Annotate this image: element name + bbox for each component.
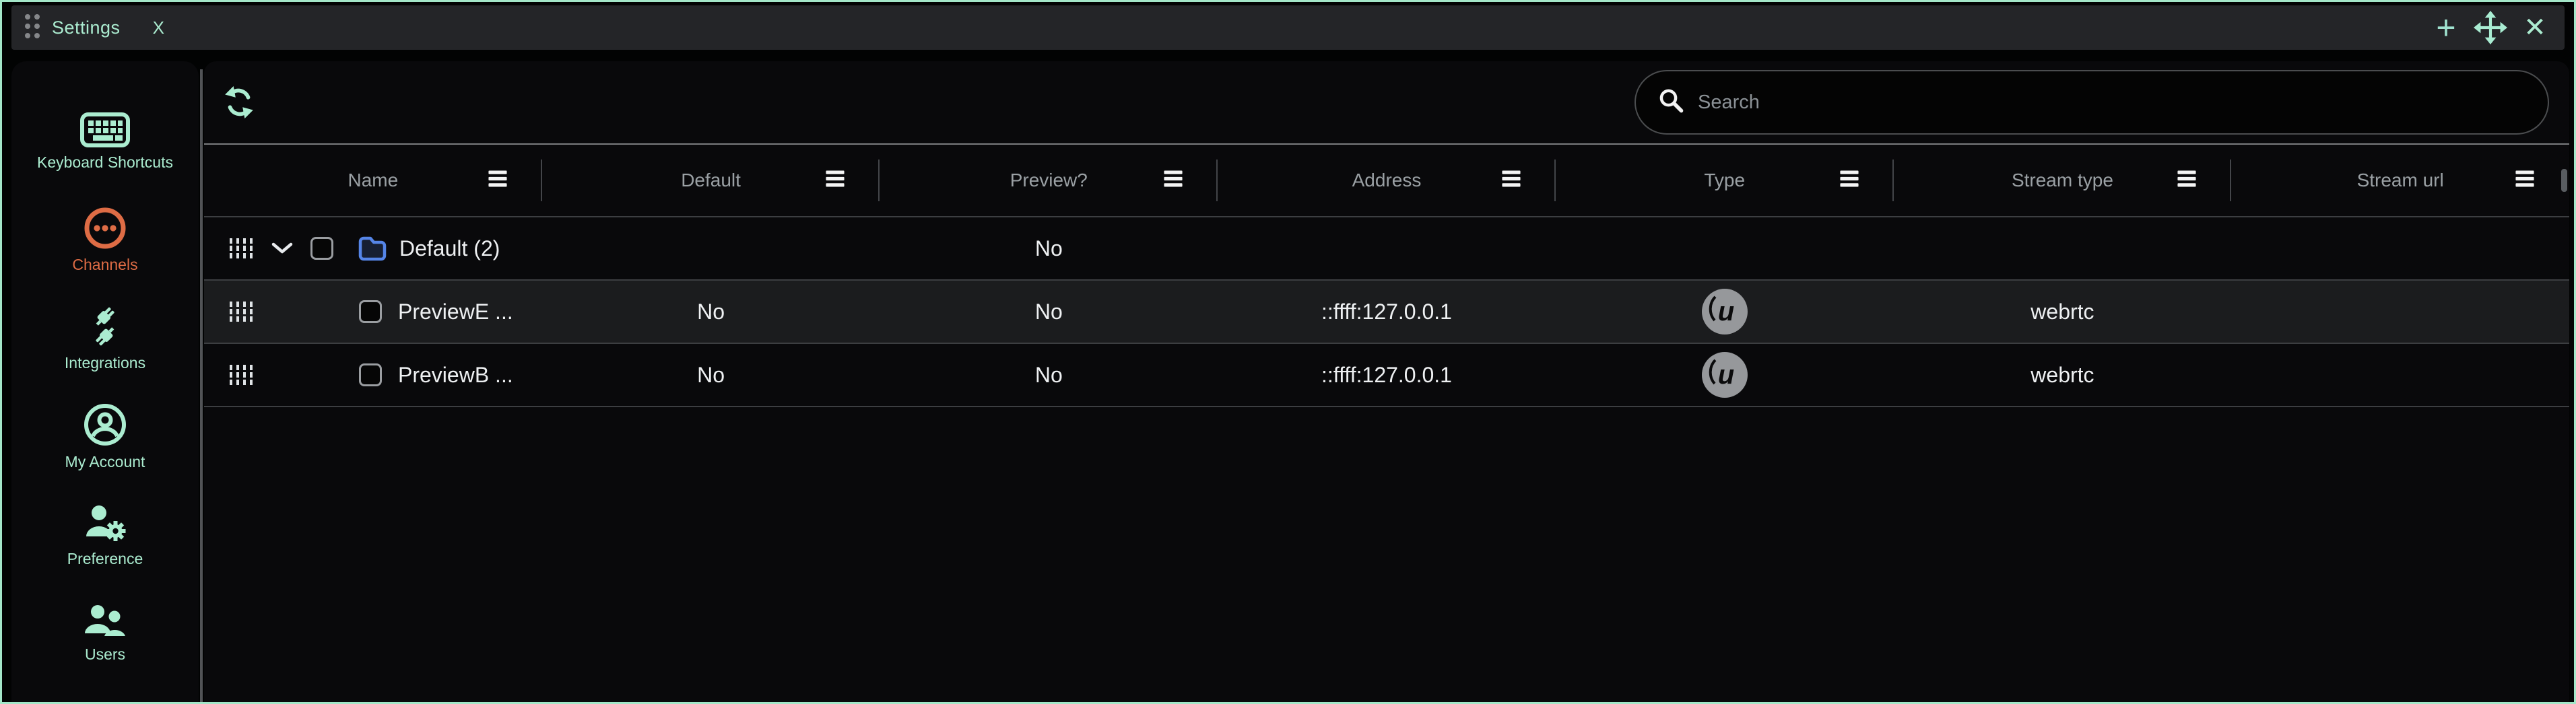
add-button[interactable]: + (2436, 9, 2456, 46)
table-row-previewb[interactable]: PreviewB ... No No ::ffff:127.0.0.1 u we… (204, 344, 2569, 407)
column-menu-icon[interactable] (1164, 170, 1183, 190)
cell-stream-type (1894, 217, 2232, 279)
sidebar-item-channels[interactable]: Channels (11, 190, 199, 289)
preference-gear-icon (81, 501, 129, 544)
toolbar (204, 61, 2569, 143)
unreal-engine-icon: u (1701, 288, 1748, 335)
sidebar-item-label: Channels (72, 255, 138, 273)
cell-default: No (697, 362, 725, 387)
channels-panel: Name Default Preview? Address Type Strea… (204, 61, 2569, 702)
cell-stream-url (2231, 281, 2569, 343)
drag-handle-icon[interactable] (230, 302, 254, 322)
header-cell-type[interactable]: Type (1556, 145, 1894, 216)
keyboard-icon (79, 112, 131, 148)
channel-name: PreviewE ... (398, 299, 513, 324)
table-row-group-default[interactable]: Default (2) No (204, 217, 2569, 281)
refresh-icon[interactable] (220, 83, 258, 121)
column-label: Preview? (1010, 170, 1088, 190)
cell-name: PreviewE ... (204, 281, 542, 343)
cell-stream-url (2231, 217, 2569, 279)
titlebar: Settings X + ✕ (11, 5, 2565, 50)
cell-address: ::ffff:127.0.0.1 (1321, 299, 1452, 324)
cell-preview: No (1034, 299, 1063, 324)
header-cell-name[interactable]: Name (204, 145, 542, 216)
svg-text:u: u (1717, 360, 1733, 390)
users-icon (81, 602, 129, 640)
column-label: Stream type (2011, 170, 2113, 190)
sidebar-item-keyboard-shortcuts[interactable]: Keyboard Shortcuts (11, 92, 199, 190)
header-cell-stream-type[interactable]: Stream type (1894, 145, 2232, 216)
cell-stream-url (2231, 344, 2569, 406)
column-menu-icon[interactable] (826, 170, 845, 190)
svg-text:u: u (1717, 297, 1733, 326)
channel-name: PreviewB ... (398, 362, 513, 387)
row-checkbox[interactable] (310, 237, 333, 260)
sidebar-item-label: My Account (65, 452, 145, 470)
plug-icon (83, 304, 127, 349)
cell-name: PreviewB ... (204, 344, 542, 406)
search-box (1634, 70, 2549, 135)
sidebar-item-my-account[interactable]: My Account (11, 387, 199, 485)
cell-preview: No (1034, 362, 1063, 387)
column-menu-icon[interactable] (2515, 170, 2534, 190)
column-menu-icon[interactable] (1839, 170, 1859, 190)
column-label: Stream url (2356, 170, 2444, 190)
header-cell-address[interactable]: Address (1218, 145, 1556, 216)
sidebar-item-label: Keyboard Shortcuts (36, 153, 173, 171)
column-label: Type (1704, 170, 1746, 190)
cell-address (1218, 217, 1556, 279)
cell-default (542, 217, 880, 279)
toolbar-divider (204, 143, 2569, 145)
close-icon[interactable]: ✕ (2523, 13, 2546, 42)
cell-type (1556, 217, 1894, 279)
sidebar-item-label: Integrations (64, 353, 146, 372)
folder-icon (358, 236, 387, 261)
column-menu-icon[interactable] (1502, 170, 1521, 190)
table-header: Name Default Preview? Address Type Strea… (204, 145, 2569, 217)
chevron-down-icon[interactable] (271, 242, 293, 254)
row-checkbox[interactable] (359, 300, 382, 323)
account-icon (82, 402, 128, 448)
header-cell-stream-url[interactable]: Stream url (2231, 145, 2569, 216)
search-input[interactable] (1698, 91, 2525, 114)
tab-close-button[interactable]: X (152, 17, 164, 38)
drag-dots-icon[interactable] (22, 11, 42, 44)
channels-icon (83, 206, 127, 250)
panel-divider[interactable] (200, 69, 203, 702)
sidebar-item-integrations[interactable]: Integrations (11, 289, 199, 387)
cell-address: ::ffff:127.0.0.1 (1321, 362, 1452, 387)
cell-name: Default (2) (204, 217, 542, 279)
cell-default: No (697, 299, 725, 324)
search-icon (1659, 88, 1684, 117)
sidebar: Keyboard Shortcuts Channels (11, 61, 199, 702)
column-menu-icon[interactable] (2177, 170, 2196, 190)
cell-type: u (1556, 281, 1894, 343)
column-menu-icon[interactable] (488, 170, 507, 190)
column-label: Address (1352, 170, 1422, 190)
drag-handle-icon[interactable] (230, 238, 254, 258)
column-label: Name (348, 170, 399, 190)
row-checkbox[interactable] (359, 363, 382, 386)
sidebar-item-preference[interactable]: Preference (11, 485, 199, 584)
move-icon[interactable] (2473, 10, 2508, 45)
header-cell-preview[interactable]: Preview? (880, 145, 1218, 216)
group-name: Default (2) (399, 236, 500, 260)
sidebar-item-label: Preference (67, 549, 143, 567)
window-title: Settings (52, 17, 121, 38)
unreal-engine-icon: u (1701, 351, 1748, 398)
sidebar-item-users[interactable]: Users (11, 584, 199, 682)
drag-handle-icon[interactable] (230, 365, 254, 385)
column-label: Default (681, 170, 741, 190)
table-row-previewe[interactable]: PreviewE ... No No ::ffff:127.0.0.1 u we… (204, 281, 2569, 344)
cell-stream-type: webrtc (2030, 299, 2094, 324)
header-cell-default[interactable]: Default (542, 145, 880, 216)
sidebar-item-label: Users (84, 645, 126, 663)
scrollbar-thumb[interactable] (2561, 169, 2567, 192)
cell-type: u (1556, 344, 1894, 406)
cell-stream-type: webrtc (2030, 362, 2094, 387)
cell-preview: No (1034, 236, 1063, 260)
